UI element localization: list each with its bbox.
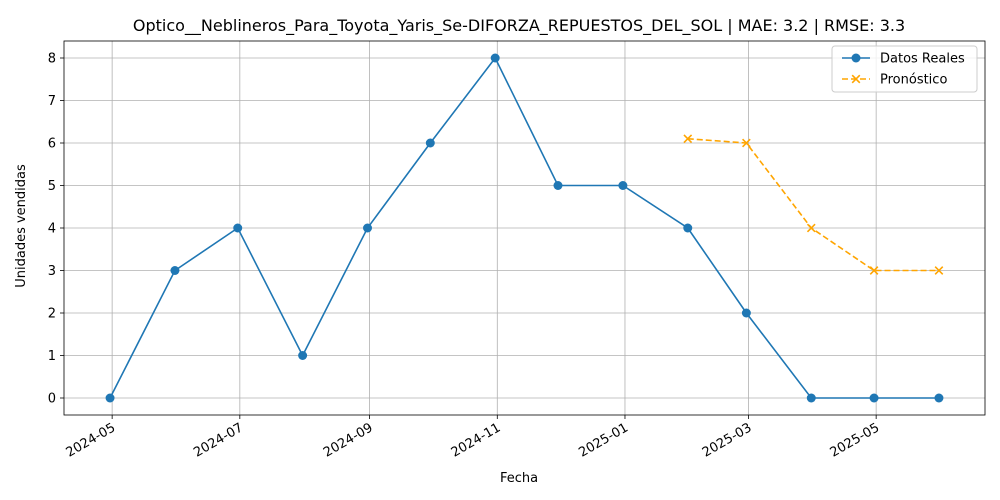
legend-label: Datos Reales (880, 52, 965, 67)
data-point (425, 138, 435, 148)
x-axis-label: Fecha (500, 471, 538, 486)
y-tick-label: 1 (48, 349, 56, 364)
series-actual (105, 53, 944, 403)
x-tick-label: 2025-01 (576, 420, 631, 460)
series-line (109, 56, 939, 399)
y-axis-label: Unidades vendidas (14, 164, 29, 288)
series-line (687, 137, 939, 272)
data-point (490, 53, 500, 63)
data-point (170, 266, 180, 275)
x-tick-label: 2024-07 (191, 420, 246, 460)
x-tick-label: 2024-05 (64, 420, 119, 460)
data-point (618, 181, 628, 190)
y-tick-label: 3 (48, 264, 56, 279)
legend: Datos Reales Pronóstico (831, 45, 978, 93)
tick-layer: 2024-05 2024-07 2024-09 2024-11 2025-01 2025-… (48, 52, 882, 461)
legend-marker (851, 53, 861, 63)
x-tick-label: 2024-09 (321, 420, 376, 460)
y-tick-label: 8 (48, 52, 56, 67)
y-tick-label: 7 (48, 94, 56, 109)
data-point (934, 393, 944, 403)
series-layer (105, 53, 944, 403)
y-tick-label: 5 (48, 179, 56, 194)
y-tick-label: 4 (48, 222, 56, 237)
data-point (683, 134, 693, 144)
legend-label: Pronóstico (880, 73, 947, 88)
data-point (806, 393, 816, 403)
data-point (298, 351, 308, 360)
y-tick-label: 2 (48, 307, 56, 322)
y-tick-label: 0 (48, 392, 56, 407)
x-tick-label: 2025-03 (700, 420, 755, 460)
series-forecast (683, 134, 944, 275)
data-point (742, 138, 751, 148)
y-tick-label: 6 (48, 137, 56, 152)
data-point (363, 223, 373, 233)
data-point (869, 266, 879, 275)
data-point (683, 223, 693, 233)
chart-title: Optico__Neblineros_Para_Toyota_Yaris_Se-… (133, 16, 905, 36)
grid (64, 41, 985, 415)
data-point (806, 223, 816, 233)
data-point (105, 393, 115, 403)
x-tick-label: 2024-11 (449, 420, 504, 460)
legend-marker (851, 74, 861, 84)
data-point (934, 266, 944, 275)
x-tick-label: 2025-05 (828, 420, 883, 460)
data-point (741, 308, 751, 318)
data-point (553, 181, 563, 190)
data-point (869, 393, 879, 403)
data-point (233, 223, 243, 233)
